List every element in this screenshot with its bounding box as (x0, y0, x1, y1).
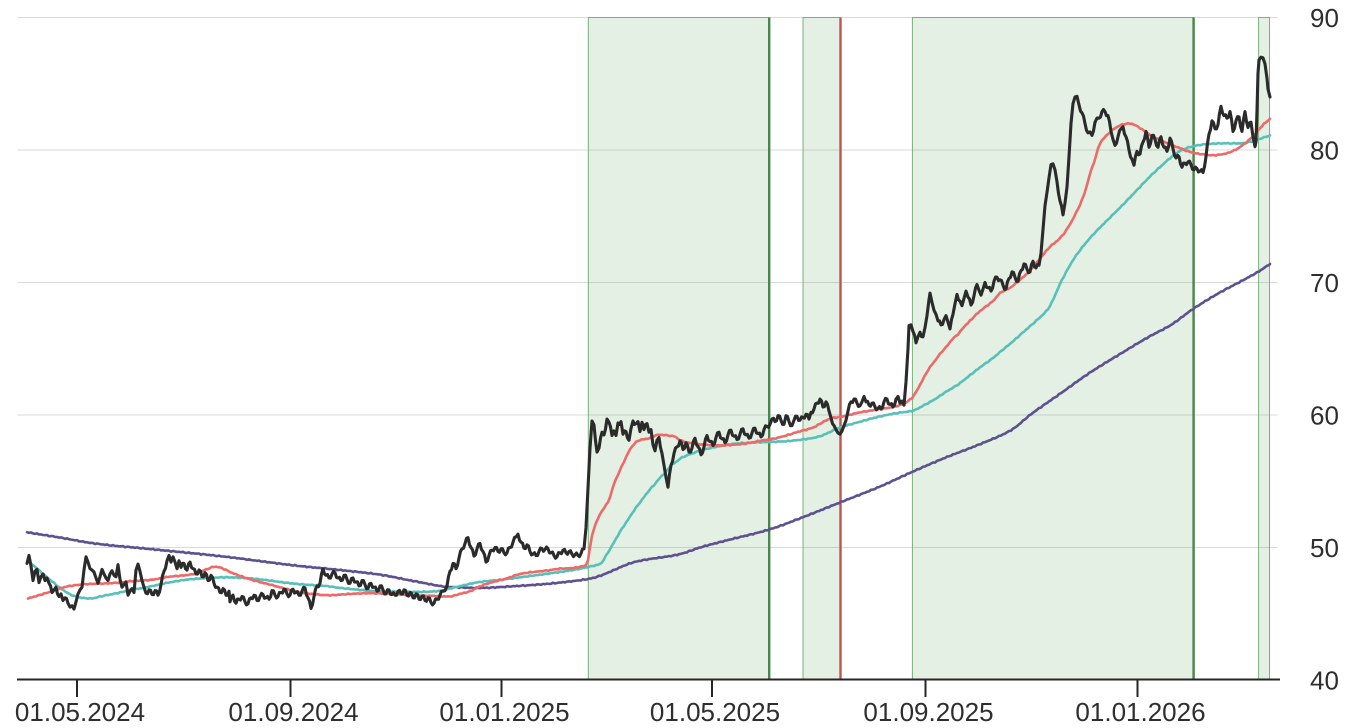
svg-text:01.01.2025: 01.01.2025 (439, 697, 569, 727)
svg-text:40: 40 (1310, 665, 1339, 695)
svg-text:01.05.2025: 01.05.2025 (650, 697, 780, 727)
svg-text:60: 60 (1310, 400, 1339, 430)
svg-text:01.05.2024: 01.05.2024 (15, 697, 145, 727)
svg-text:50: 50 (1310, 533, 1339, 563)
svg-text:01.01.2026: 01.01.2026 (1075, 697, 1205, 727)
svg-text:01.09.2024: 01.09.2024 (228, 697, 358, 727)
svg-text:90: 90 (1310, 3, 1339, 33)
svg-text:80: 80 (1310, 135, 1339, 165)
svg-text:70: 70 (1310, 268, 1339, 298)
svg-text:01.09.2025: 01.09.2025 (863, 697, 993, 727)
